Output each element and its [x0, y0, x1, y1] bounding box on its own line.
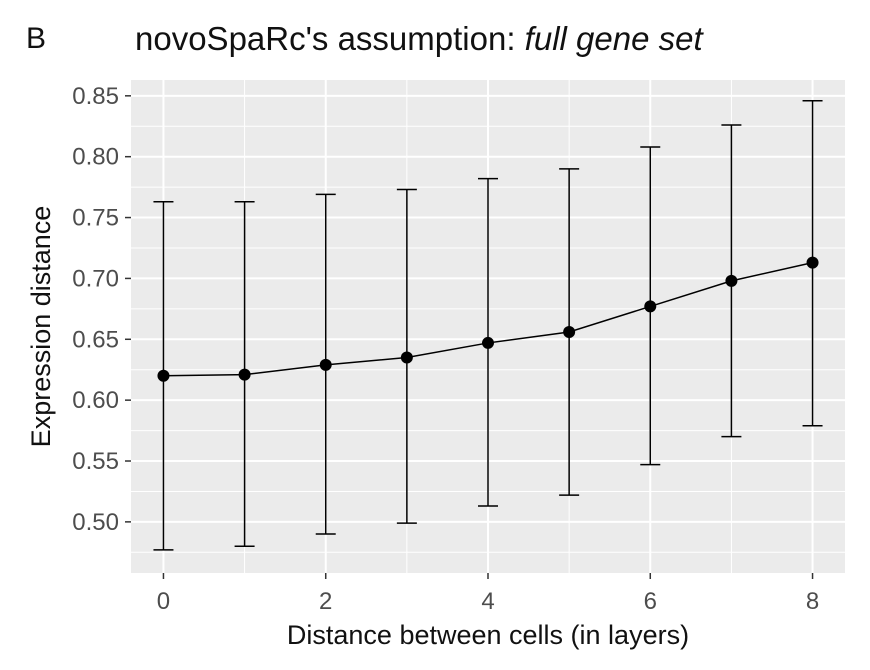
y-axis-title: Expression distance — [26, 206, 56, 448]
y-tick-label: 0.65 — [72, 326, 119, 353]
data-point — [644, 300, 657, 313]
x-tick-label: 8 — [806, 588, 819, 615]
data-point — [157, 369, 170, 382]
axis-ticks — [125, 95, 814, 579]
data-point — [238, 368, 251, 381]
data-point — [806, 256, 819, 269]
data-point — [319, 358, 332, 371]
data-points — [157, 256, 819, 382]
chart-title-plain: novoSpaRc's assumption: — [135, 20, 525, 57]
panel-label: B — [26, 22, 47, 55]
data-point — [563, 325, 576, 338]
chart-title: novoSpaRc's assumption: full gene set — [135, 20, 703, 58]
y-tick-labels: 0.50 0.55 0.60 0.65 0.70 0.75 0.80 0.85 — [72, 83, 119, 536]
y-tick-label: 0.55 — [72, 448, 119, 475]
data-point — [400, 351, 413, 364]
x-tick-labels: 0 2 4 6 8 — [157, 588, 819, 615]
y-tick-label: 0.85 — [72, 83, 119, 110]
y-tick-label: 0.50 — [72, 509, 119, 536]
x-tick-label: 2 — [319, 588, 332, 615]
data-point — [482, 336, 494, 349]
y-tick-label: 0.70 — [72, 265, 119, 292]
y-tick-label: 0.60 — [72, 387, 119, 414]
x-tick-label: 6 — [644, 588, 657, 615]
chart-title-italic: full gene set — [524, 20, 703, 57]
x-tick-label: 0 — [157, 588, 170, 615]
x-axis-title: Distance between cells (in layers) — [287, 620, 689, 650]
x-tick-label: 4 — [481, 588, 494, 615]
data-point — [725, 274, 738, 287]
y-tick-label: 0.80 — [72, 144, 119, 171]
y-tick-label: 0.75 — [72, 205, 119, 232]
